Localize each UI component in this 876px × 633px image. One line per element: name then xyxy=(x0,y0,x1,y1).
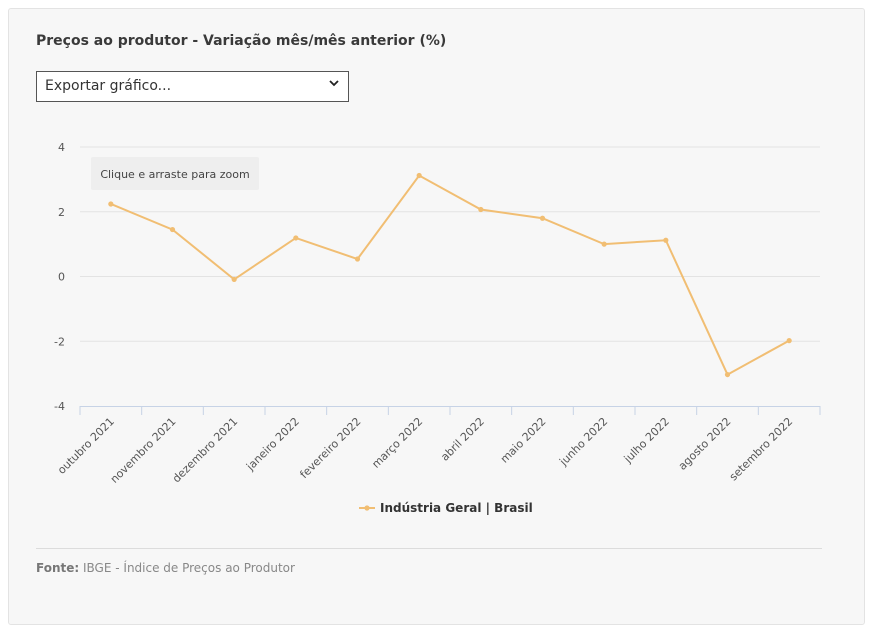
x-tick-label: novembro 2021 xyxy=(108,415,179,486)
chart-card xyxy=(8,8,865,625)
data-point[interactable] xyxy=(724,371,731,378)
export-select-value: Exportar gráfico... xyxy=(45,78,172,94)
x-tick-label: janeiro 2022 xyxy=(243,415,302,474)
data-point[interactable] xyxy=(601,241,607,247)
zoom-hint-box xyxy=(91,157,259,190)
x-tick-label: outubro 2021 xyxy=(55,415,117,477)
x-tick-label: fevereiro 2022 xyxy=(297,415,363,481)
data-point[interactable] xyxy=(663,237,669,243)
y-tick-label: 0 xyxy=(58,271,65,284)
x-tick-label: julho 2022 xyxy=(621,415,672,466)
data-point[interactable] xyxy=(231,276,237,283)
x-tick-label: setembro 2022 xyxy=(727,415,795,483)
export-select[interactable]: Exportar gráfico... xyxy=(36,71,349,102)
x-tick-label: agosto 2022 xyxy=(676,415,734,473)
source-note: Fonte: IBGE - Índice de Preços ao Produt… xyxy=(36,561,295,575)
data-point[interactable] xyxy=(786,338,792,344)
series-line-industria-geral xyxy=(110,174,790,376)
x-tick-label: abril 2022 xyxy=(438,415,487,464)
y-tick-label: -2 xyxy=(54,335,65,348)
x-tick-label: maio 2022 xyxy=(498,415,549,466)
x-tick-label: junho 2022 xyxy=(556,415,610,469)
chart-title: Preços ao produtor - Variação mês/mês an… xyxy=(36,33,447,49)
legend-marker[interactable] xyxy=(364,505,370,511)
y-tick-label: 2 xyxy=(58,206,65,219)
zoom-hint-text: Clique e arraste para zoom xyxy=(100,168,249,181)
data-point[interactable] xyxy=(416,172,422,179)
y-tick-label: -4 xyxy=(54,400,65,413)
data-point[interactable] xyxy=(478,206,484,213)
data-point[interactable] xyxy=(539,215,546,221)
legend-label[interactable]: Indústria Geral | Brasil xyxy=(380,501,533,515)
chevron-down-icon xyxy=(328,77,340,93)
data-point[interactable] xyxy=(169,226,176,233)
data-point[interactable] xyxy=(354,256,361,262)
data-point[interactable] xyxy=(293,235,299,241)
data-point[interactable] xyxy=(108,201,114,207)
x-tick-label: março 2022 xyxy=(369,415,425,471)
y-tick-label: 4 xyxy=(58,141,65,154)
footer-divider xyxy=(36,548,822,549)
x-tick-label: dezembro 2021 xyxy=(170,415,240,485)
